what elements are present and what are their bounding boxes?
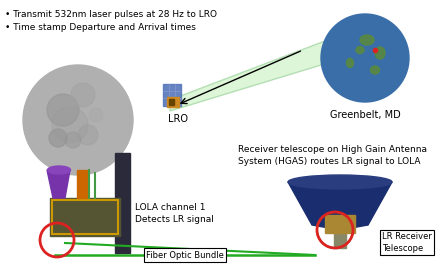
Circle shape	[89, 108, 103, 122]
Ellipse shape	[356, 46, 364, 54]
Bar	[52, 200, 118, 234]
Text: LR Receiver
Telescope: LR Receiver Telescope	[382, 232, 432, 253]
Polygon shape	[170, 40, 328, 111]
Text: LRO: LRO	[168, 114, 188, 124]
Text: LOLA channel 1
Detects LR signal: LOLA channel 1 Detects LR signal	[135, 203, 214, 224]
Bar	[50, 198, 120, 236]
Bar	[77, 170, 87, 198]
Bar	[325, 215, 355, 233]
Circle shape	[49, 129, 67, 147]
Polygon shape	[47, 170, 70, 198]
Ellipse shape	[288, 175, 392, 189]
Bar	[334, 230, 346, 248]
Circle shape	[78, 125, 98, 145]
Text: • Time stamp Departure and Arrival times: • Time stamp Departure and Arrival times	[5, 23, 196, 32]
Polygon shape	[115, 153, 130, 253]
Circle shape	[321, 14, 409, 102]
Bar	[167, 97, 179, 107]
Text: Greenbelt, MD: Greenbelt, MD	[329, 110, 400, 120]
Circle shape	[65, 132, 81, 148]
Text: • Transmit 532nm laser pulses at 28 Hz to LRO: • Transmit 532nm laser pulses at 28 Hz t…	[5, 10, 217, 19]
Bar	[169, 99, 174, 105]
Ellipse shape	[48, 166, 71, 174]
Ellipse shape	[375, 47, 385, 59]
Ellipse shape	[360, 35, 374, 45]
Text: Fiber Optic Bundle: Fiber Optic Bundle	[146, 251, 224, 260]
Ellipse shape	[347, 58, 354, 67]
Polygon shape	[288, 182, 392, 230]
Text: Receiver telescope on High Gain Antenna
System (HGAS) routes LR signal to LOLA: Receiver telescope on High Gain Antenna …	[238, 145, 427, 167]
Circle shape	[71, 83, 95, 107]
Bar	[163, 84, 181, 106]
Ellipse shape	[370, 66, 380, 74]
Circle shape	[52, 107, 88, 143]
Circle shape	[47, 94, 79, 126]
Circle shape	[23, 65, 133, 175]
